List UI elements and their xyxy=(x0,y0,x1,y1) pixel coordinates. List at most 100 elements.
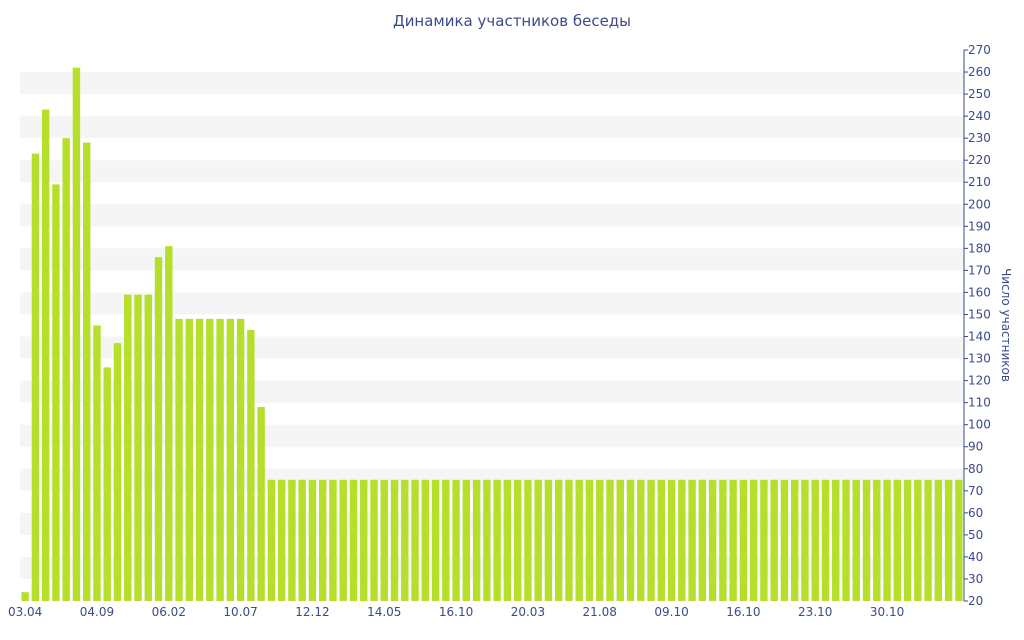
bar[interactable] xyxy=(893,479,901,601)
bar[interactable] xyxy=(165,246,173,601)
bar[interactable] xyxy=(41,109,50,601)
bar[interactable] xyxy=(688,479,696,601)
bar[interactable] xyxy=(124,294,132,601)
bar[interactable] xyxy=(236,318,245,601)
bar[interactable] xyxy=(801,479,809,601)
bar[interactable] xyxy=(524,479,532,601)
bar[interactable] xyxy=(329,479,337,601)
bar[interactable] xyxy=(719,479,727,601)
bar[interactable] xyxy=(832,479,840,601)
bar[interactable] xyxy=(349,479,358,601)
bar[interactable] xyxy=(657,479,665,601)
bar[interactable] xyxy=(585,479,594,601)
bar[interactable] xyxy=(791,479,799,601)
bar[interactable] xyxy=(493,479,501,601)
bar[interactable] xyxy=(226,318,235,601)
bar[interactable] xyxy=(616,479,624,601)
grid-band xyxy=(20,292,964,315)
bar[interactable] xyxy=(31,153,40,601)
bar[interactable] xyxy=(360,479,368,601)
bar[interactable] xyxy=(257,407,265,601)
bar[interactable] xyxy=(390,479,399,601)
bar[interactable] xyxy=(678,479,686,601)
bar[interactable] xyxy=(206,318,214,601)
bar[interactable] xyxy=(21,592,29,601)
bar[interactable] xyxy=(565,479,573,601)
bar[interactable] xyxy=(175,318,183,601)
bar[interactable] xyxy=(729,479,737,601)
bar[interactable] xyxy=(821,479,830,601)
bar[interactable] xyxy=(113,343,122,601)
bar[interactable] xyxy=(770,479,778,601)
bar[interactable] xyxy=(575,479,583,601)
y-tick-label: 230 xyxy=(968,131,991,145)
bar[interactable] xyxy=(667,479,676,601)
bar[interactable] xyxy=(93,325,101,602)
bar[interactable] xyxy=(708,479,717,601)
bar[interactable] xyxy=(780,479,789,601)
bar[interactable] xyxy=(544,479,553,601)
y-tick-label: 30 xyxy=(968,572,983,586)
y-tick-label: 140 xyxy=(968,330,991,344)
bar[interactable] xyxy=(914,479,922,601)
bar[interactable] xyxy=(298,479,306,601)
bar[interactable] xyxy=(472,479,481,601)
bar[interactable] xyxy=(134,294,142,601)
bar[interactable] xyxy=(647,479,655,601)
bar[interactable] xyxy=(308,479,317,601)
bar[interactable] xyxy=(739,479,748,601)
bar[interactable] xyxy=(811,479,819,601)
bar[interactable] xyxy=(195,318,204,601)
bar[interactable] xyxy=(626,479,635,601)
bar[interactable] xyxy=(503,479,512,601)
bar[interactable] xyxy=(216,318,224,601)
bar[interactable] xyxy=(154,257,163,601)
bar[interactable] xyxy=(411,479,419,601)
bar[interactable] xyxy=(596,479,604,601)
bar[interactable] xyxy=(431,479,440,601)
bar[interactable] xyxy=(698,479,707,601)
x-tick-label: 12.12 xyxy=(295,605,329,619)
bar[interactable] xyxy=(72,67,81,601)
bar[interactable] xyxy=(452,479,460,601)
bar[interactable] xyxy=(883,479,891,601)
bar[interactable] xyxy=(288,479,296,601)
bar[interactable] xyxy=(555,479,563,601)
bar[interactable] xyxy=(380,479,388,601)
y-axis-label: Число участников xyxy=(999,268,1013,382)
bar[interactable] xyxy=(534,479,542,601)
bar[interactable] xyxy=(62,138,70,601)
bar[interactable] xyxy=(606,479,614,601)
bar[interactable] xyxy=(760,479,768,601)
bar[interactable] xyxy=(852,479,860,601)
bar[interactable] xyxy=(442,479,450,601)
bar[interactable] xyxy=(247,329,255,601)
bar[interactable] xyxy=(267,479,276,601)
bar[interactable] xyxy=(955,479,963,601)
bar[interactable] xyxy=(637,479,645,601)
bar[interactable] xyxy=(862,479,871,601)
bar[interactable] xyxy=(749,479,758,601)
bar[interactable] xyxy=(421,479,429,601)
bar[interactable] xyxy=(103,367,111,601)
bar[interactable] xyxy=(903,479,912,601)
bar[interactable] xyxy=(319,479,327,601)
y-tick-label: 100 xyxy=(968,418,991,432)
bar[interactable] xyxy=(83,142,91,601)
bar[interactable] xyxy=(185,318,193,601)
bar[interactable] xyxy=(873,479,881,601)
bar[interactable] xyxy=(144,294,152,601)
bar[interactable] xyxy=(277,479,286,601)
bar[interactable] xyxy=(462,479,471,601)
bar[interactable] xyxy=(842,479,850,601)
bar[interactable] xyxy=(370,479,378,601)
bar[interactable] xyxy=(934,479,943,601)
x-axis: 03.04 04.09 06.02 10.07 12.12 14.05 16.10 20.03… xyxy=(8,605,904,619)
bar[interactable] xyxy=(401,479,409,601)
bar[interactable] xyxy=(944,479,953,601)
bar[interactable] xyxy=(513,479,522,601)
bar[interactable] xyxy=(924,479,932,601)
bar[interactable] xyxy=(52,184,60,601)
bar[interactable] xyxy=(483,479,491,601)
bar[interactable] xyxy=(339,479,347,601)
